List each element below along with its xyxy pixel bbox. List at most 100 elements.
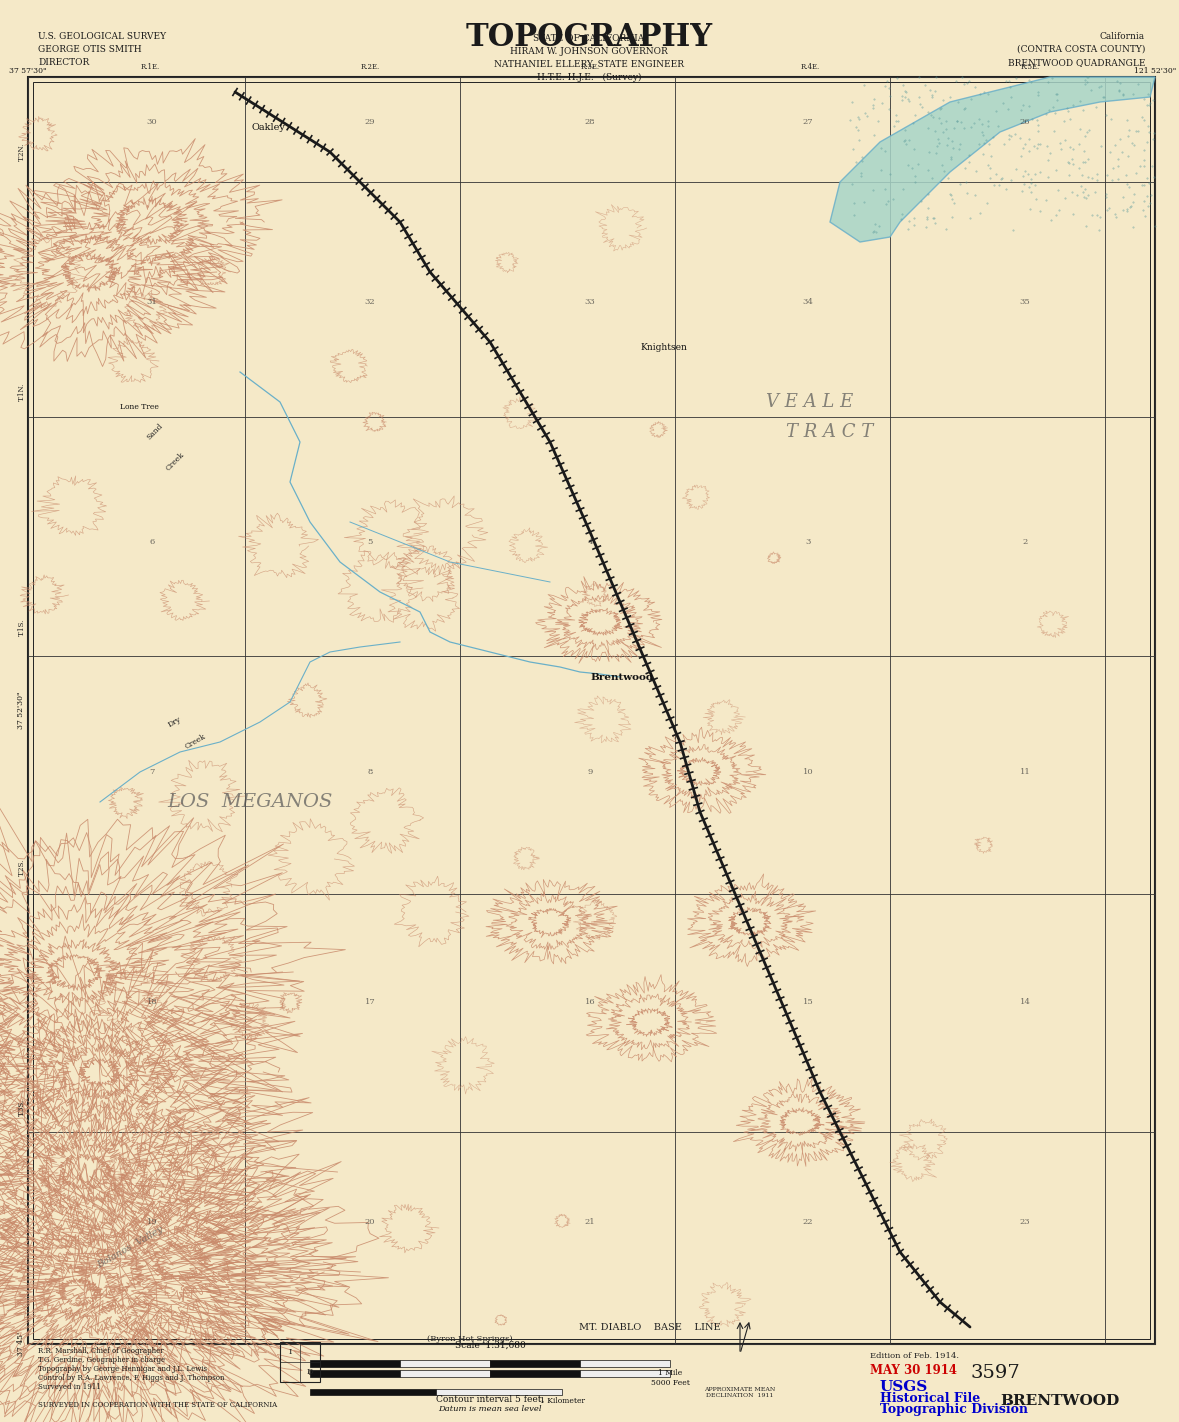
Text: 0: 0 [308, 1369, 312, 1376]
Text: Creek: Creek [183, 732, 206, 751]
Text: BRENTWOOD QUADRANGLE: BRENTWOOD QUADRANGLE [1008, 58, 1145, 67]
Text: 3: 3 [805, 538, 811, 546]
Text: 26: 26 [1020, 118, 1030, 127]
Text: California: California [1100, 33, 1145, 41]
Text: R.2E.: R.2E. [361, 63, 380, 71]
Text: Datum is mean sea level: Datum is mean sea level [439, 1405, 541, 1413]
Text: Surveyed in 1911: Surveyed in 1911 [38, 1384, 100, 1391]
Text: APPROXIMATE MEAN
DECLINATION  1911: APPROXIMATE MEAN DECLINATION 1911 [704, 1386, 776, 1398]
Text: 2: 2 [1022, 538, 1028, 546]
Text: Historical File: Historical File [880, 1392, 980, 1405]
Text: Contour interval 5 feet.: Contour interval 5 feet. [436, 1395, 545, 1404]
Text: Bolanos  Valley: Bolanos Valley [95, 1224, 165, 1270]
Bar [310, 1359, 400, 1367]
Text: 9: 9 [587, 768, 593, 776]
Bar [279, 1342, 320, 1382]
Text: R.R. Marshall, Chief of Geographer: R.R. Marshall, Chief of Geographer [38, 1347, 164, 1355]
Text: R.3E.: R.3E. [580, 63, 600, 71]
Text: 5000 Feet: 5000 Feet [651, 1379, 690, 1386]
Text: 34: 34 [803, 299, 814, 306]
Text: 121 52'30": 121 52'30" [1134, 67, 1177, 75]
Text: 1 Mile: 1 Mile [658, 1369, 683, 1376]
Text: 17: 17 [364, 998, 375, 1005]
Text: 37 45': 37 45' [17, 1332, 25, 1357]
Bar [436, 1389, 562, 1395]
Text: 35: 35 [1020, 299, 1030, 306]
Text: T.1N.: T.1N. [18, 383, 26, 401]
Text: 31: 31 [146, 299, 157, 306]
Bar [490, 1369, 580, 1376]
Text: 22: 22 [803, 1219, 814, 1226]
Text: GEORGE OTIS SMITH: GEORGE OTIS SMITH [38, 46, 141, 54]
Text: Topography by George Hennigar and J.L. Lewis: Topography by George Hennigar and J.L. L… [38, 1365, 208, 1374]
Text: R.4E.: R.4E. [801, 63, 819, 71]
Text: LOS  MEGANOS: LOS MEGANOS [167, 793, 332, 811]
Bar [580, 1359, 670, 1367]
Text: 8: 8 [368, 768, 373, 776]
Text: (Byron Hot Springs): (Byron Hot Springs) [427, 1335, 513, 1342]
Text: Sand: Sand [145, 422, 165, 442]
Text: 19: 19 [146, 1219, 157, 1226]
Text: MT. DIABLO    BASE    LINE: MT. DIABLO BASE LINE [579, 1322, 720, 1331]
Text: U.S. GEOLOGICAL SURVEY: U.S. GEOLOGICAL SURVEY [38, 33, 166, 41]
Text: BRENTWOOD: BRENTWOOD [1000, 1394, 1120, 1408]
Text: Creek: Creek [164, 451, 186, 474]
Text: R.1E.: R.1E. [140, 63, 159, 71]
Text: T.3S.: T.3S. [18, 1098, 26, 1116]
Text: 14: 14 [1020, 998, 1030, 1005]
Text: Edition of Feb. 1914.: Edition of Feb. 1914. [870, 1352, 959, 1359]
Text: 3597: 3597 [970, 1364, 1020, 1382]
Text: 37 52'30": 37 52'30" [17, 691, 25, 729]
Text: DIRECTOR: DIRECTOR [38, 58, 90, 67]
Bar [28, 77, 1155, 1344]
Text: Oakley: Oakley [251, 122, 285, 131]
Text: I: I [289, 1348, 291, 1357]
Bar [33, 82, 1150, 1340]
Text: SURVEYED IN COOPERATION WITH THE STATE OF CALIFORNIA: SURVEYED IN COOPERATION WITH THE STATE O… [38, 1401, 277, 1409]
Text: T.G. Gerdine, Geographer in charge: T.G. Gerdine, Geographer in charge [38, 1357, 165, 1364]
Bar [580, 1369, 670, 1376]
Text: 15: 15 [803, 998, 814, 1005]
Text: Brentwood: Brentwood [590, 673, 653, 681]
Text: R.5E.: R.5E. [1020, 63, 1040, 71]
Text: 10: 10 [803, 768, 814, 776]
Text: V E A L E: V E A L E [766, 392, 854, 411]
Bar [400, 1369, 490, 1376]
Text: 28: 28 [585, 118, 595, 127]
Bar [490, 1359, 580, 1367]
Text: MAY 30 1914: MAY 30 1914 [870, 1364, 957, 1376]
Polygon shape [830, 77, 1155, 242]
Text: (CONTRA COSTA COUNTY): (CONTRA COSTA COUNTY) [1016, 46, 1145, 54]
Text: 37 57'30": 37 57'30" [9, 67, 47, 75]
Text: 16: 16 [585, 998, 595, 1005]
Text: Dry: Dry [167, 715, 183, 729]
Text: 11: 11 [1020, 768, 1030, 776]
Text: T R A C T: T R A C T [786, 422, 874, 441]
Text: 4: 4 [587, 538, 593, 546]
Text: HIRAM W. JOHNSON GOVERNOR: HIRAM W. JOHNSON GOVERNOR [511, 47, 667, 55]
Bar [310, 1389, 436, 1395]
Text: STATE OF CALIFORNIA: STATE OF CALIFORNIA [533, 34, 645, 43]
Text: Control by R.A. Lawrence, F. Higgs and J. Thompson: Control by R.A. Lawrence, F. Higgs and J… [38, 1374, 224, 1382]
Text: T.2N.: T.2N. [18, 142, 26, 161]
Text: D: D [307, 1368, 314, 1376]
Text: 18: 18 [146, 998, 157, 1005]
Text: 27: 27 [803, 118, 814, 127]
Text: 5: 5 [368, 538, 373, 546]
Text: 33: 33 [585, 299, 595, 306]
Text: TOPOGRAPHY: TOPOGRAPHY [466, 21, 712, 53]
Text: 32: 32 [364, 299, 375, 306]
Text: 23: 23 [1020, 1219, 1030, 1226]
Text: 7: 7 [150, 768, 154, 776]
Text: 30: 30 [146, 118, 157, 127]
Text: 29: 29 [364, 118, 375, 127]
Text: H.T.E. H.J.E.   (Survey): H.T.E. H.J.E. (Survey) [536, 73, 641, 82]
Text: 21: 21 [585, 1219, 595, 1226]
Text: 20: 20 [364, 1219, 375, 1226]
Text: Knightsen: Knightsen [640, 343, 687, 351]
Text: NATHANIEL ELLERY, STATE ENGINEER: NATHANIEL ELLERY, STATE ENGINEER [494, 60, 684, 70]
Text: 1 Kilometer: 1 Kilometer [540, 1396, 585, 1405]
Text: Lone Tree: Lone Tree [120, 402, 159, 411]
Bar [400, 1359, 490, 1367]
Text: Scale  1:31,680: Scale 1:31,680 [455, 1341, 526, 1349]
